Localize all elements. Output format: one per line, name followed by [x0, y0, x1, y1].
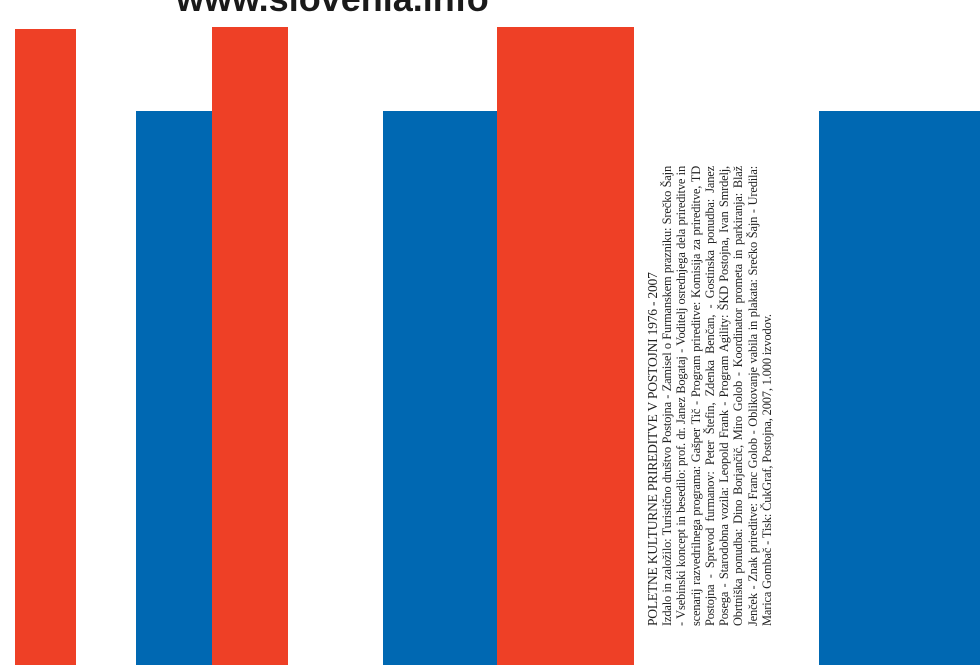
red-bar-1: [15, 29, 76, 665]
blue-bar-1: [136, 111, 213, 665]
credits-body: Izdalo in založilo: Turistično društvo P…: [660, 166, 775, 626]
website-url: www.slovenia.info: [176, 0, 489, 20]
red-bar-2: [212, 27, 288, 665]
blue-bar-2: [383, 111, 499, 665]
credits-title: POLETNE KULTURNE PRIREDITVE V POSTOJNI 1…: [645, 272, 660, 626]
credits-block: POLETNE KULTURNE PRIREDITVE V POSTOJNI 1…: [645, 166, 774, 626]
red-bar-3: [497, 27, 634, 665]
blue-bar-3: [819, 111, 980, 665]
